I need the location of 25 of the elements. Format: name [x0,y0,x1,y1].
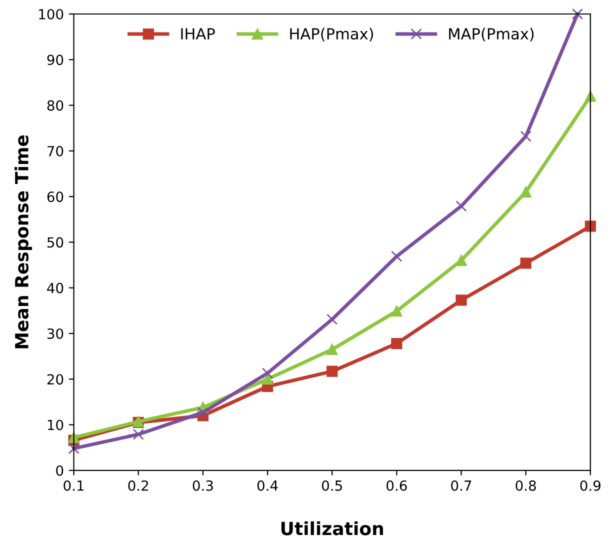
x-tick-label: 0.9 [580,480,600,491]
y-axis-title: Mean Response Time [14,135,32,348]
y-tick-label: 0 [56,465,64,476]
x-tick-label: 0.2 [128,480,148,491]
legend-label: HAP(Pmax) [290,28,373,42]
y-tick-label: 60 [47,192,64,202]
y-tick-label: 100 [39,8,64,20]
x-tick-label: 0.3 [192,480,213,491]
y-tick-label: 30 [47,328,64,339]
x-axis-title: Utilization [281,521,384,536]
x-tick-label: 0.6 [386,480,407,491]
x-tick-label: 0.4 [257,480,278,491]
y-tick-label: 40 [47,282,64,294]
y-tick-label: 50 [47,237,64,248]
x-tick-label: 0.1 [64,480,84,491]
y-tick-label: 80 [47,100,64,111]
y-tick-label: 90 [47,54,64,66]
x-tick-label: 0.5 [322,480,342,491]
x-tick-label: 0.8 [516,480,536,491]
y-tick-label: 10 [48,420,64,430]
legend-label: MAP(Pmax) [449,28,534,42]
y-tick-label: 20 [47,374,64,385]
legend-label: IHAP [181,28,215,40]
x-tick-label: 0.7 [451,480,472,491]
y-tick-label: 70 [48,146,64,156]
